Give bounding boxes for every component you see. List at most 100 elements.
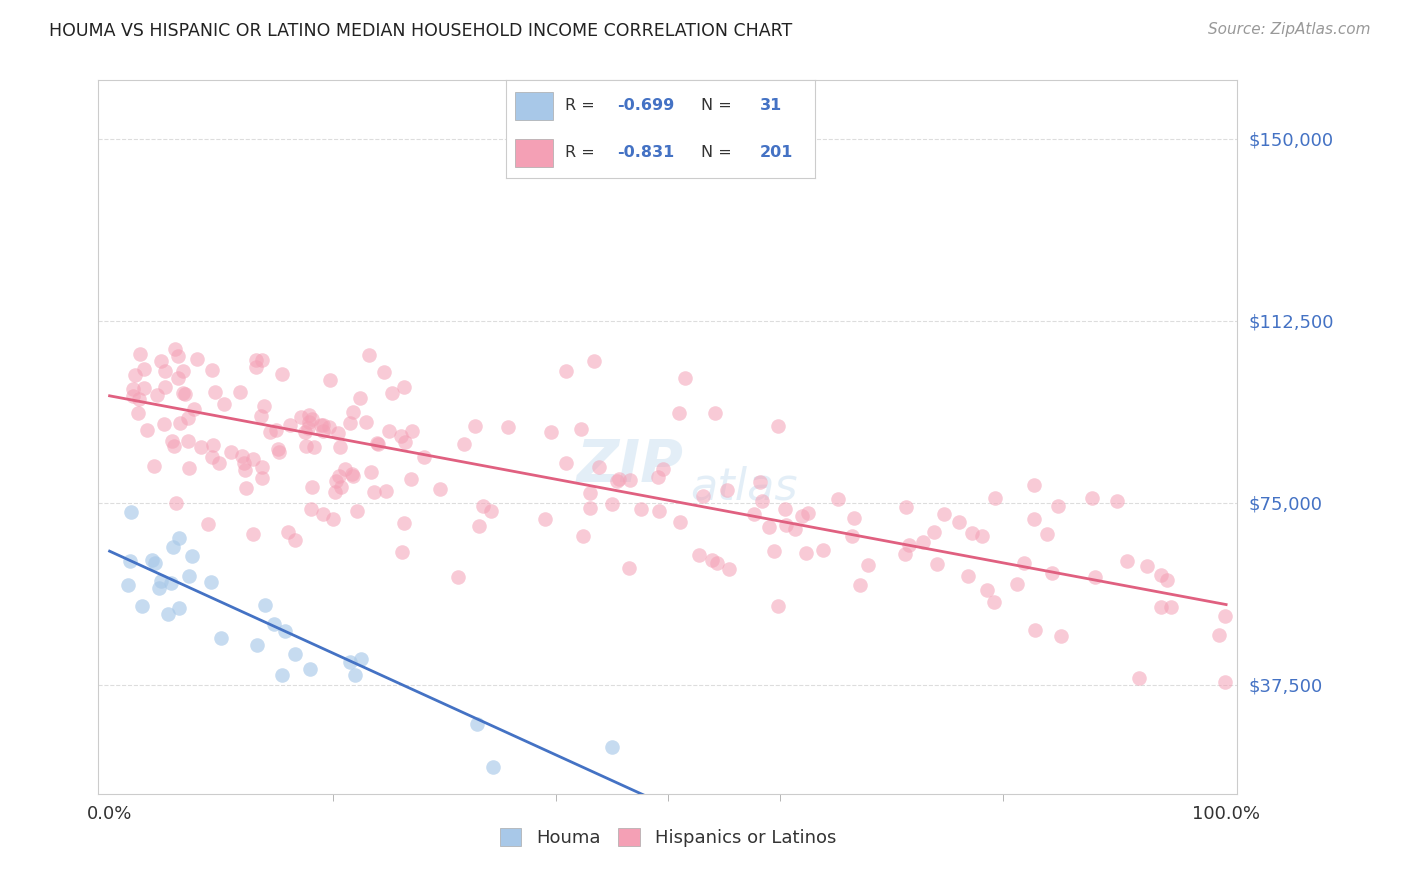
Point	[162, 541, 184, 555]
Point	[374, 484, 396, 499]
Point	[122, 389, 145, 403]
Point	[692, 489, 714, 503]
Text: atlas: atlas	[690, 466, 799, 508]
Point	[277, 524, 299, 539]
Point	[702, 553, 724, 567]
Point	[177, 411, 200, 425]
Point	[318, 420, 340, 434]
Point	[464, 418, 486, 433]
Point	[250, 460, 273, 475]
Point	[201, 438, 224, 452]
Point	[377, 425, 399, 439]
Point	[204, 384, 226, 399]
Point	[630, 502, 652, 516]
Point	[166, 370, 188, 384]
Point	[165, 495, 187, 509]
Point	[600, 497, 623, 511]
Point	[172, 385, 194, 400]
Point	[169, 416, 191, 430]
Point	[270, 668, 292, 682]
Point	[768, 419, 790, 434]
Point	[1215, 674, 1237, 689]
Point	[201, 362, 224, 376]
Point	[153, 380, 176, 394]
Point	[208, 456, 231, 470]
Point	[588, 460, 610, 475]
Point	[389, 429, 412, 443]
Point	[149, 354, 172, 368]
Point	[245, 360, 267, 375]
Point	[301, 480, 323, 494]
Point	[252, 471, 274, 485]
Point	[179, 569, 201, 583]
Point	[242, 527, 264, 541]
Point	[172, 364, 194, 378]
Point	[619, 473, 641, 487]
Point	[157, 607, 180, 621]
Point	[718, 561, 741, 575]
Point	[153, 364, 176, 378]
Point	[648, 504, 671, 518]
Point	[201, 450, 224, 464]
Point	[827, 491, 849, 506]
Point	[983, 594, 1005, 608]
Point	[298, 408, 321, 422]
Point	[180, 549, 202, 563]
Point	[263, 617, 285, 632]
Point	[606, 475, 628, 489]
Point	[360, 465, 382, 479]
Point	[153, 417, 176, 431]
Point	[177, 460, 200, 475]
Point	[322, 512, 344, 526]
Point	[252, 352, 274, 367]
Point	[673, 371, 696, 385]
Point	[1150, 600, 1173, 615]
Point	[790, 508, 813, 523]
Point	[841, 529, 863, 543]
Point	[1115, 553, 1137, 567]
Point	[167, 531, 190, 545]
Point	[1035, 527, 1057, 541]
Point	[896, 500, 918, 515]
Point	[253, 400, 276, 414]
Point	[246, 639, 269, 653]
Point	[349, 392, 371, 406]
Point	[145, 387, 167, 401]
Point	[231, 449, 253, 463]
Point	[141, 553, 163, 567]
Point	[333, 461, 356, 475]
Point	[652, 462, 675, 476]
Point	[647, 469, 669, 483]
Point	[894, 547, 917, 561]
Point	[1107, 494, 1129, 508]
Point	[284, 533, 307, 548]
Point	[758, 520, 780, 534]
Point	[773, 501, 796, 516]
Point	[162, 434, 184, 449]
Point	[212, 397, 235, 411]
Text: 201: 201	[759, 145, 793, 161]
Point	[357, 348, 380, 362]
Point	[429, 482, 451, 496]
Point	[1046, 499, 1069, 513]
Point	[118, 554, 141, 568]
Text: HOUMA VS HISPANIC OR LATINO MEDIAN HOUSEHOLD INCOME CORRELATION CHART: HOUMA VS HISPANIC OR LATINO MEDIAN HOUSE…	[49, 22, 793, 40]
Point	[319, 373, 342, 387]
Point	[323, 484, 346, 499]
Point	[554, 364, 576, 378]
Point	[297, 420, 319, 434]
Point	[912, 535, 935, 549]
Point	[1081, 491, 1104, 505]
Point	[763, 543, 786, 558]
Point	[339, 417, 361, 431]
Point	[328, 468, 350, 483]
Point	[143, 459, 166, 474]
Point	[342, 468, 364, 483]
Point	[183, 401, 205, 416]
Point	[350, 652, 373, 666]
Text: R =: R =	[565, 145, 595, 161]
Point	[342, 467, 364, 482]
Point	[472, 499, 495, 513]
Point	[1160, 599, 1182, 614]
Point	[329, 480, 352, 494]
